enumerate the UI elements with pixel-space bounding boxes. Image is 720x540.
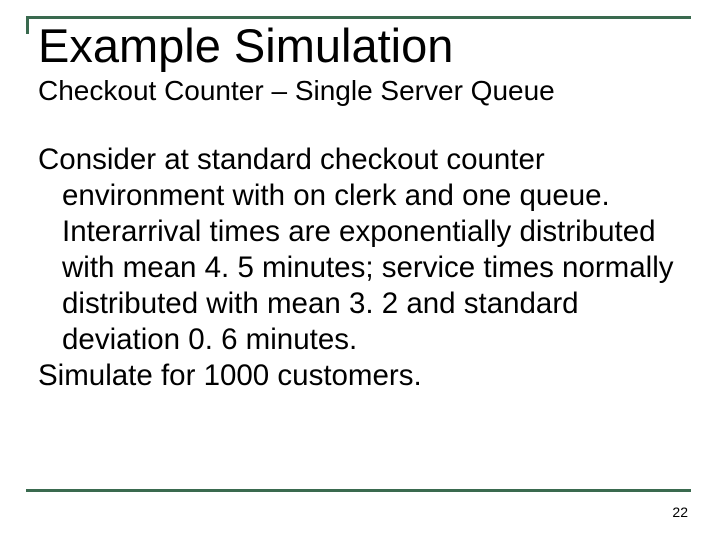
slide-title: Example Simulation [26, 10, 691, 73]
slide: Example Simulation Checkout Counter – Si… [0, 0, 720, 540]
title-rule-top [26, 16, 691, 19]
title-block: Example Simulation Checkout Counter – Si… [26, 10, 691, 107]
bottom-rule [26, 489, 691, 492]
body-paragraph-1: Consider at standard checkout counter en… [38, 142, 678, 358]
slide-subtitle: Checkout Counter – Single Server Queue [26, 73, 691, 107]
body-block: Consider at standard checkout counter en… [38, 142, 678, 394]
body-paragraph-2: Simulate for 1000 customers. [38, 358, 678, 394]
title-rule-tick [26, 16, 29, 34]
page-number: 22 [672, 504, 688, 520]
